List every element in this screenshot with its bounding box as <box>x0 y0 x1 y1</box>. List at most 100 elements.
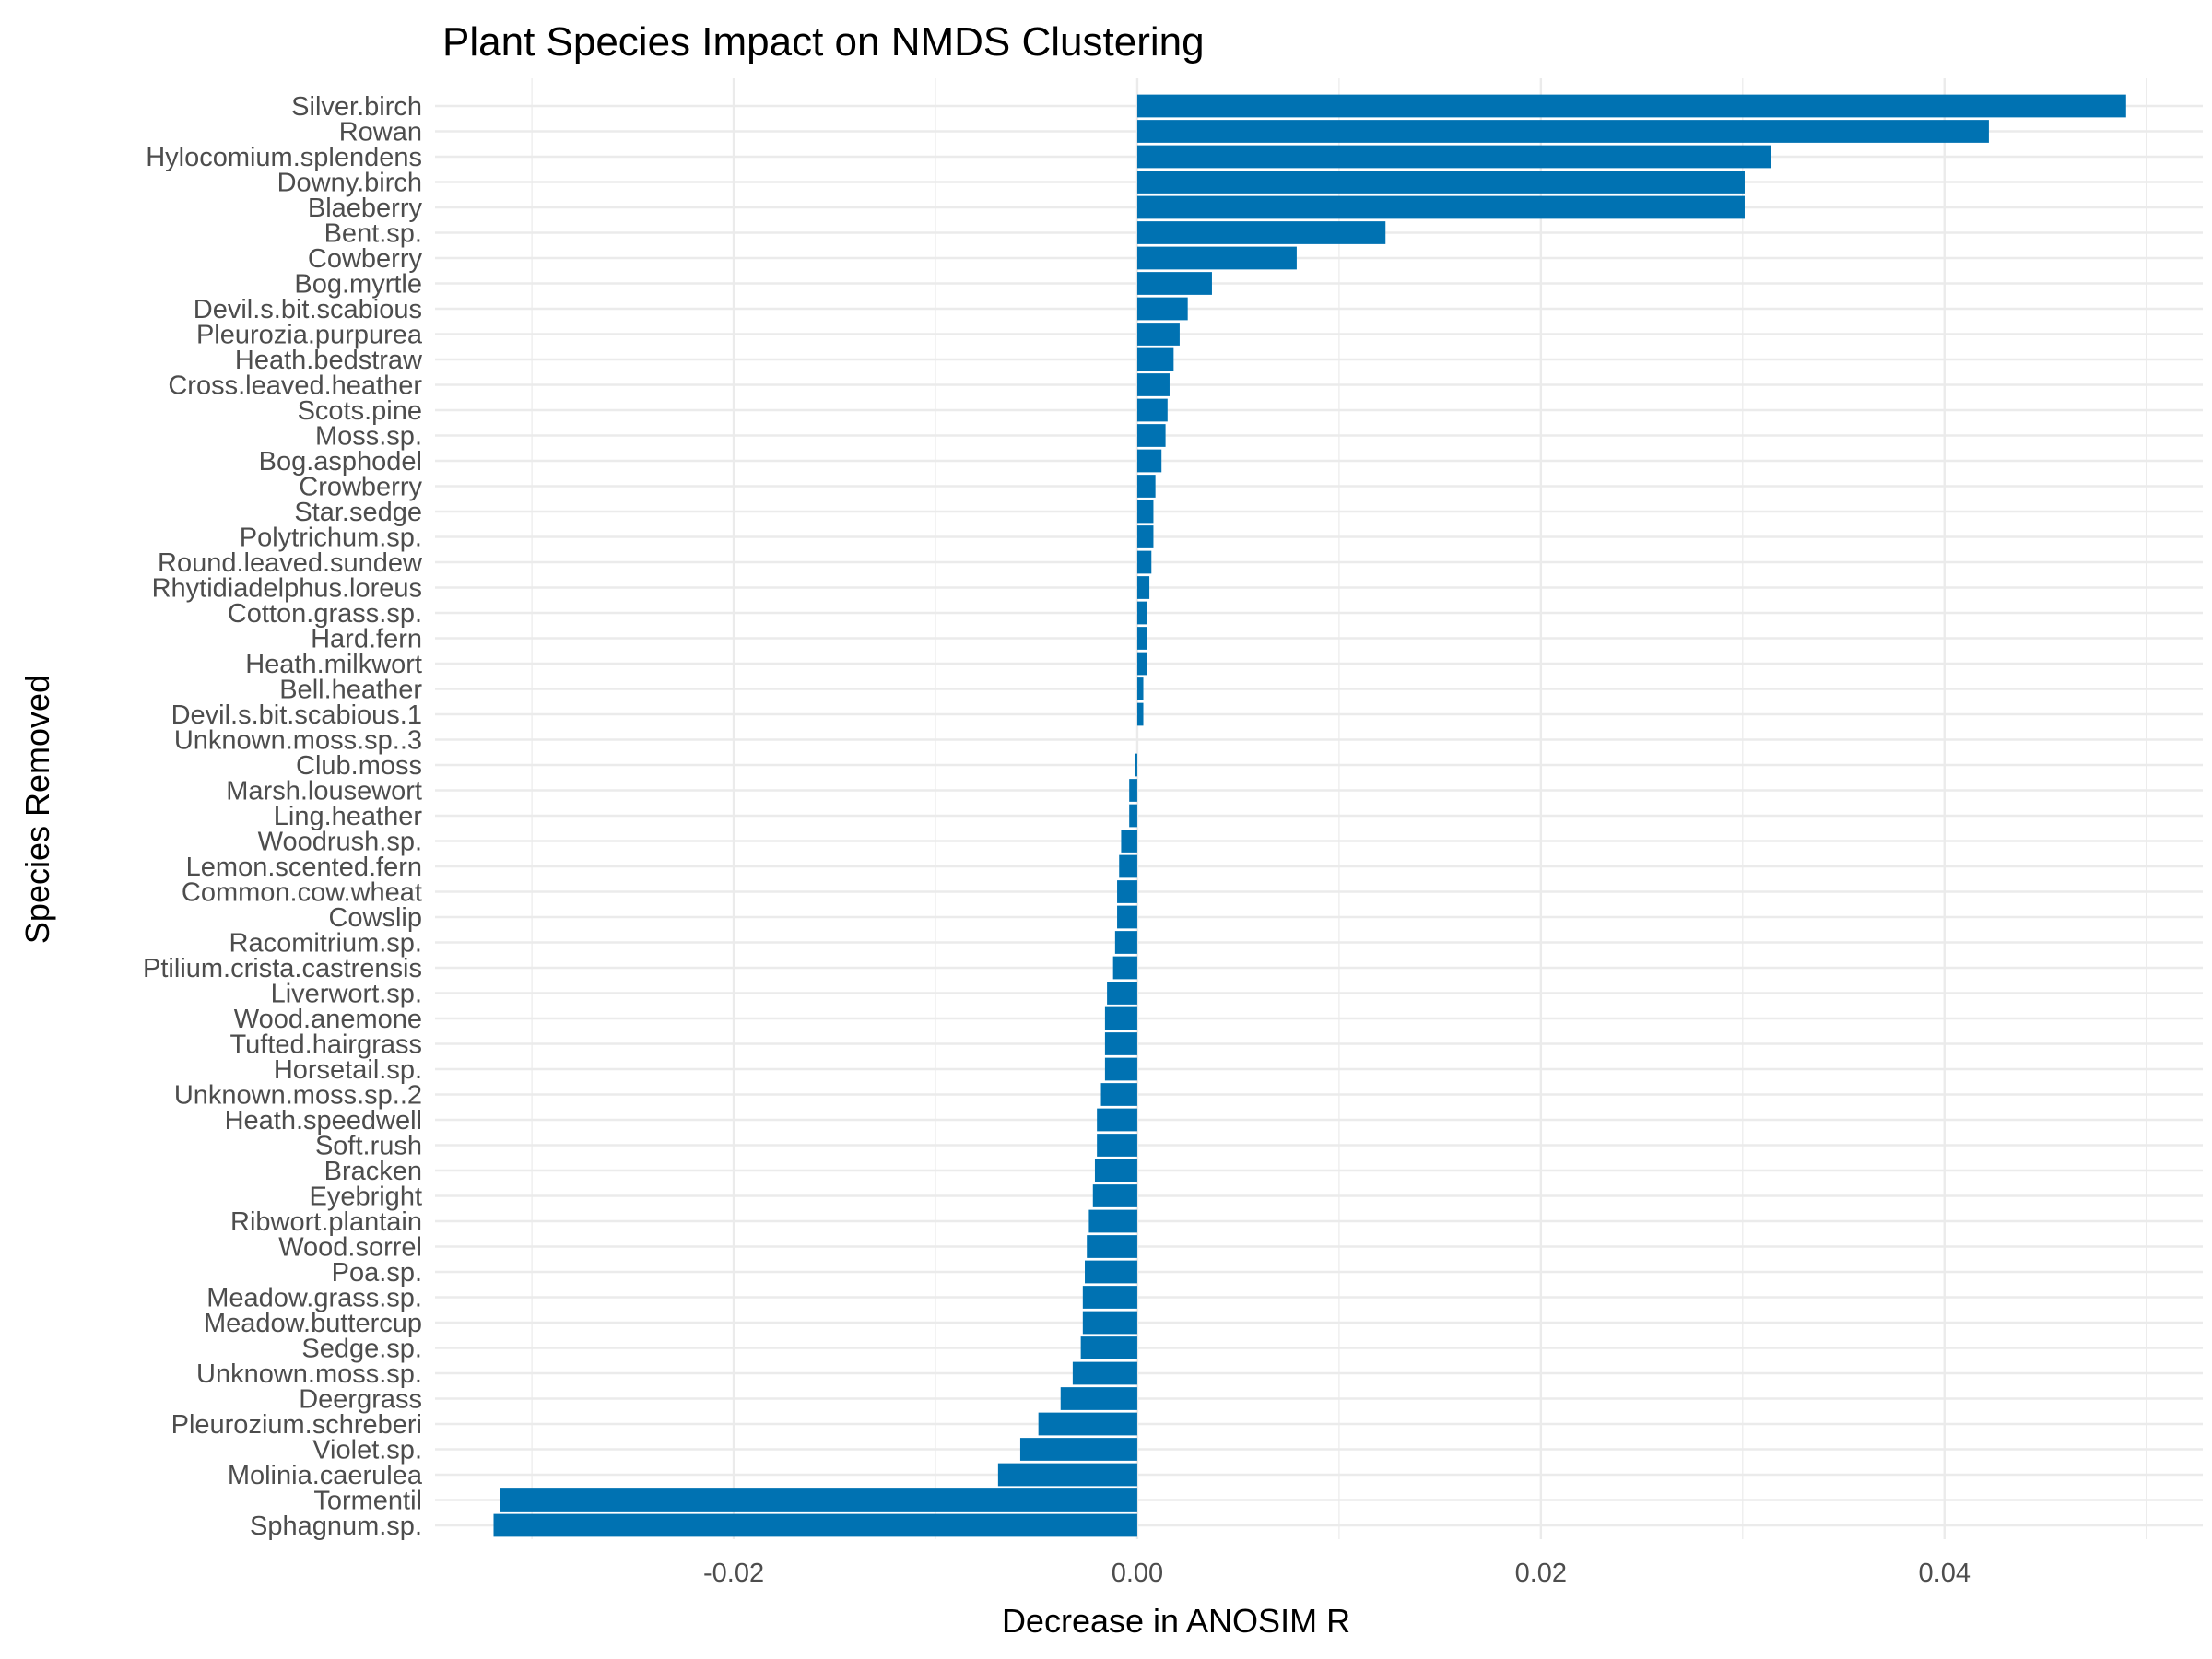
category-label: Ling.heather <box>274 802 423 831</box>
category-label: Marsh.lousewort <box>226 777 422 806</box>
bar <box>1136 297 1188 321</box>
category-label: Ribwort.plantain <box>230 1207 422 1237</box>
category-label: Violet.sp. <box>312 1436 422 1465</box>
bar <box>1072 1361 1137 1385</box>
bar <box>1092 1184 1137 1207</box>
category-label: Cross.leaved.heather <box>168 371 422 401</box>
category-label: Common.cow.wheat <box>182 878 422 908</box>
x-axis-title: Decrease in ANOSIM R <box>1002 1602 1350 1640</box>
category-label: Tufted.hairgrass <box>230 1030 422 1060</box>
category-label: Wood.sorrel <box>278 1233 422 1263</box>
category-label: Molinia.caerulea <box>228 1461 423 1490</box>
category-label: Round.leaved.sundew <box>158 548 423 578</box>
category-label: Meadow.grass.sp. <box>206 1284 422 1313</box>
bar <box>1097 1108 1137 1132</box>
bar <box>1080 1336 1137 1359</box>
category-label: Cowslip <box>328 903 422 933</box>
bar <box>1129 804 1137 828</box>
chart-title: Plant Species Impact on NMDS Clustering <box>442 19 1205 65</box>
bar <box>1112 956 1137 980</box>
category-label: Eyebright <box>309 1182 422 1212</box>
bar <box>1136 601 1147 625</box>
category-label: Bracken <box>324 1157 422 1186</box>
bar <box>1085 1260 1137 1284</box>
bar <box>1117 880 1137 903</box>
category-label: Hard.fern <box>311 625 422 654</box>
bar <box>1129 779 1137 802</box>
category-label: Horsetail.sp. <box>274 1055 422 1085</box>
category-label: Bent.sp. <box>324 219 422 249</box>
category-label: Moss.sp. <box>315 422 422 452</box>
category-label: Racomitrium.sp. <box>229 929 423 959</box>
bar <box>1136 145 1771 169</box>
bar <box>1136 398 1168 422</box>
category-label: Ptilium.crista.castrensis <box>143 954 422 983</box>
bar <box>1136 373 1170 396</box>
x-tick-label: 0.02 <box>1515 1559 1567 1588</box>
bar <box>1117 905 1137 929</box>
category-label: Polytrichum.sp. <box>240 524 422 553</box>
category-label: Unknown.moss.sp..3 <box>174 726 422 756</box>
category-labels: Silver.birchRowanHylocomium.splendensDow… <box>143 92 423 1541</box>
y-axis-title: Species Removed <box>18 675 56 944</box>
category-label: Downy.birch <box>277 169 422 198</box>
bar <box>1097 1134 1137 1157</box>
category-label: Crowberry <box>299 473 422 502</box>
category-label: Sedge.sp. <box>301 1335 422 1364</box>
bar <box>1136 323 1180 346</box>
category-label: Rhytidiadelphus.loreus <box>152 574 422 604</box>
x-tick-label: 0.00 <box>1112 1559 1163 1588</box>
bar <box>1019 1438 1137 1461</box>
category-label: Heath.milkwort <box>245 650 422 679</box>
bar <box>1136 424 1166 447</box>
category-label: Bell.heather <box>279 676 422 705</box>
bar <box>1038 1412 1137 1436</box>
category-label: Meadow.buttercup <box>204 1309 422 1338</box>
bar <box>1100 1083 1137 1106</box>
bar <box>1104 1057 1137 1081</box>
category-label: Rowan <box>339 118 422 147</box>
category-label: Blaeberry <box>308 194 423 223</box>
category-label: Scots.pine <box>298 396 422 426</box>
bar <box>1087 1235 1137 1258</box>
category-label: Unknown.moss.sp..2 <box>174 1081 422 1111</box>
category-label: Cotton.grass.sp. <box>228 599 422 629</box>
category-label: Unknown.moss.sp. <box>196 1359 422 1389</box>
bar <box>1136 550 1152 574</box>
bar <box>1135 753 1137 777</box>
bar <box>1136 677 1144 700</box>
category-label: Devil.s.bit.scabious.1 <box>171 700 422 730</box>
bar <box>1136 449 1162 473</box>
bar <box>1136 702 1144 726</box>
bar <box>1136 525 1154 548</box>
category-label: Woodrush.sp. <box>258 828 422 857</box>
category-label: Liverwort.sp. <box>271 980 422 1009</box>
category-label: Devil.s.bit.scabious <box>194 295 422 324</box>
category-label: Wood.anemone <box>234 1005 422 1034</box>
bar <box>1136 272 1212 295</box>
bar <box>1136 195 1745 219</box>
bar <box>1136 171 1745 194</box>
grid-lines <box>435 78 2203 1539</box>
category-label: Bog.asphodel <box>259 447 422 477</box>
bar <box>1136 347 1174 371</box>
bar <box>1114 931 1137 954</box>
category-label: Poa.sp. <box>332 1258 422 1288</box>
bar <box>1136 652 1147 676</box>
category-label: Heath.bedstraw <box>235 346 423 375</box>
category-label: Lemon.scented.fern <box>186 853 422 882</box>
bar <box>1104 1006 1137 1030</box>
bar <box>1136 500 1154 524</box>
category-label: Cowberry <box>308 244 423 274</box>
category-label: Star.sedge <box>294 498 422 527</box>
x-tick-label: 0.04 <box>1919 1559 1971 1588</box>
bar <box>1088 1209 1137 1233</box>
bar <box>1136 94 2126 118</box>
bar <box>1104 1032 1137 1055</box>
bar <box>1136 120 1989 143</box>
bar <box>1060 1387 1137 1410</box>
category-label: Sphagnum.sp. <box>250 1512 422 1541</box>
category-label: Silver.birch <box>291 92 422 122</box>
bar <box>1094 1159 1137 1182</box>
